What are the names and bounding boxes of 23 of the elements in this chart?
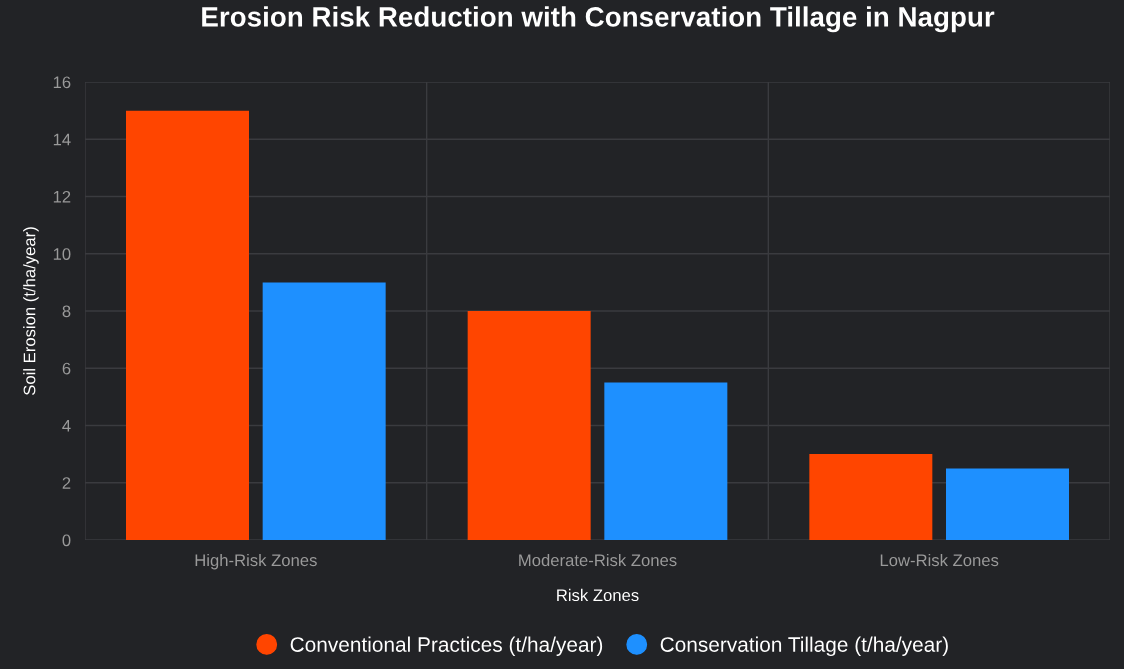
bar xyxy=(126,110,249,540)
bar xyxy=(809,454,933,540)
x-axis-title: Risk Zones xyxy=(557,588,639,602)
chart-title: Erosion Risk Reduction with Conservation Tillage in Nagpur xyxy=(202,6,995,33)
y-tick-label: 8 xyxy=(62,305,71,318)
y-tick-label: 14 xyxy=(53,133,71,146)
y-tick-label: 0 xyxy=(62,534,71,547)
bar xyxy=(946,468,1069,540)
legend-label: Conservation Tillage (t/ha/year) xyxy=(660,636,948,657)
y-axis-title: Soil Erosion (t/ha/year) xyxy=(23,227,39,395)
y-tick-label: 10 xyxy=(53,248,71,260)
bar xyxy=(604,382,728,540)
y-tick-label: 12 xyxy=(53,190,71,203)
bar xyxy=(262,282,386,540)
x-tick-label: Low-Risk Zones xyxy=(880,553,999,567)
legend-label: Conventional Practices (t/ha/year) xyxy=(290,636,603,657)
bar xyxy=(467,311,591,540)
x-tick-label: Moderate-Risk Zones xyxy=(519,553,677,567)
y-tick-label: 16 xyxy=(53,76,71,89)
x-tick-label: High-Risk Zones xyxy=(195,553,317,570)
y-tick-label: 6 xyxy=(62,362,71,375)
y-tick-label: 4 xyxy=(62,420,71,432)
y-tick-label: 2 xyxy=(62,477,71,489)
